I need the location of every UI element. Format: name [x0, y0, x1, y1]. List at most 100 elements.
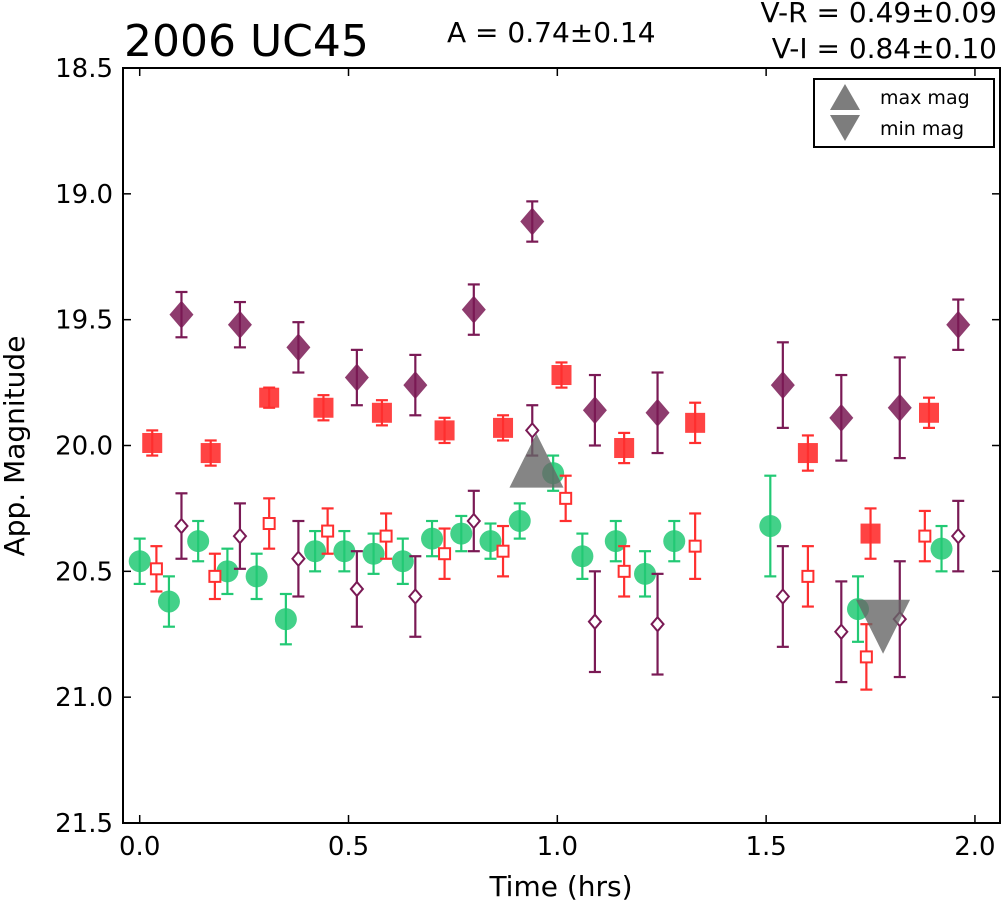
- legend-min-mag-icon: [830, 115, 860, 141]
- series-square-filled: [142, 361, 940, 560]
- y-tick-label: 19.0: [55, 180, 113, 210]
- circle-filled-point: [663, 530, 686, 553]
- diamond-open-point: [950, 527, 966, 545]
- square-open-point: [208, 569, 222, 583]
- square-open-point: [262, 517, 276, 531]
- circle-filled-point: [362, 542, 385, 565]
- chart-title: 2006 UC45: [124, 16, 369, 67]
- diamond-open-point: [174, 517, 189, 535]
- diamond-filled-point: [887, 393, 912, 422]
- diamond-open-point: [349, 580, 365, 598]
- amplitude-annotation: A = 0.74±0.14: [447, 16, 656, 49]
- square-filled-point: [860, 523, 881, 544]
- series-square-open: [149, 474, 932, 691]
- x-tick-label: 1.0: [537, 832, 578, 862]
- square-open-point: [559, 491, 573, 505]
- series-diamond-open: [174, 404, 966, 684]
- square-filled-point: [551, 365, 572, 386]
- square-filled-point: [614, 438, 635, 459]
- x-tick-label: 0.0: [119, 832, 160, 862]
- square-filled-point: [371, 402, 392, 423]
- max-mag-marker: [509, 433, 564, 488]
- vr-annotation: V-R = 0.49±0.09: [761, 0, 997, 29]
- diamond-filled-point: [286, 333, 311, 362]
- circle-filled-point: [421, 527, 444, 550]
- diamond-filled-point: [227, 310, 252, 339]
- circle-filled-point: [304, 540, 327, 563]
- diamond-open-point: [466, 512, 482, 530]
- axis-ticks: 0.0 0.5 1.0 1.5 2.0 18.5 19.0 19.5 20.0 20.5 21.0 2…: [55, 54, 1000, 862]
- y-tick-label: 20.0: [55, 432, 113, 462]
- series-triangle-down: [856, 599, 911, 654]
- square-open-point: [149, 562, 163, 576]
- diamond-filled-point: [582, 396, 607, 425]
- diamond-filled-point: [520, 207, 545, 236]
- diamond-filled-point: [946, 310, 971, 339]
- y-tick-label: 21.0: [55, 683, 113, 713]
- square-filled-point: [200, 443, 221, 464]
- diamond-open-point: [524, 421, 540, 439]
- diamond-open-point: [775, 587, 791, 606]
- square-filled-point: [919, 402, 940, 423]
- vi-annotation: V-I = 0.84±0.10: [772, 32, 997, 65]
- circle-filled-point: [508, 510, 531, 532]
- circle-filled-point: [333, 540, 356, 563]
- diamond-filled-point: [403, 371, 428, 400]
- y-tick-label: 20.5: [55, 557, 113, 587]
- circle-filled-point: [274, 608, 297, 631]
- legend-label-max-mag: max mag: [880, 87, 970, 109]
- square-filled-point: [797, 443, 818, 464]
- min-mag-marker: [856, 599, 911, 654]
- y-tick-label: 18.5: [55, 54, 113, 84]
- legend: max mag min mag: [813, 78, 995, 148]
- x-tick-label: 1.5: [745, 832, 786, 862]
- plot-frame: [122, 67, 1001, 824]
- square-open-point: [918, 529, 932, 543]
- diamond-open-point: [650, 615, 665, 633]
- square-filled-point: [259, 387, 280, 408]
- square-filled-point: [142, 432, 163, 453]
- x-axis-label: Time (hrs): [488, 870, 632, 903]
- y-axis-label: App. Magnitude: [0, 336, 31, 557]
- circle-filled-point: [634, 562, 657, 585]
- square-open-point: [496, 544, 510, 558]
- diamond-filled-point: [829, 403, 854, 432]
- square-filled-point: [493, 417, 514, 438]
- y-tick-label: 19.5: [55, 306, 113, 336]
- square-filled-point: [685, 412, 706, 433]
- diamond-open-point: [232, 527, 248, 545]
- diamond-filled-point: [645, 398, 670, 427]
- series-diamond-filled: [169, 200, 971, 462]
- diamond-open-point: [291, 550, 306, 568]
- data-marks: [128, 200, 971, 691]
- circle-filled-point: [128, 550, 151, 573]
- circle-filled-point: [450, 522, 473, 545]
- x-tick-label: 2.0: [954, 832, 995, 862]
- series-circle-filled: [128, 454, 953, 646]
- diamond-open-point: [833, 623, 849, 641]
- square-open-point: [617, 564, 631, 578]
- circle-filled-point: [759, 515, 782, 538]
- diamond-filled-point: [344, 363, 369, 392]
- diamond-open-point: [408, 587, 423, 606]
- square-open-point: [321, 524, 335, 538]
- circle-filled-point: [157, 590, 180, 613]
- x-tick-label: 0.5: [328, 832, 369, 862]
- circle-filled-point: [930, 537, 953, 560]
- square-open-point: [801, 569, 815, 583]
- square-open-point: [379, 529, 393, 543]
- square-open-point: [688, 539, 702, 553]
- diamond-filled-point: [169, 300, 194, 329]
- diamond-filled-point: [770, 371, 795, 400]
- circle-filled-point: [187, 530, 210, 553]
- plot-area: [123, 68, 1000, 823]
- square-filled-point: [434, 420, 455, 441]
- y-tick-label: 21.5: [55, 809, 113, 839]
- square-open-point: [859, 650, 873, 664]
- square-filled-point: [313, 397, 334, 418]
- circle-filled-point: [571, 545, 594, 568]
- circle-filled-point: [216, 560, 239, 583]
- diamond-open-point: [587, 613, 603, 631]
- series-triangle-up: [509, 433, 564, 488]
